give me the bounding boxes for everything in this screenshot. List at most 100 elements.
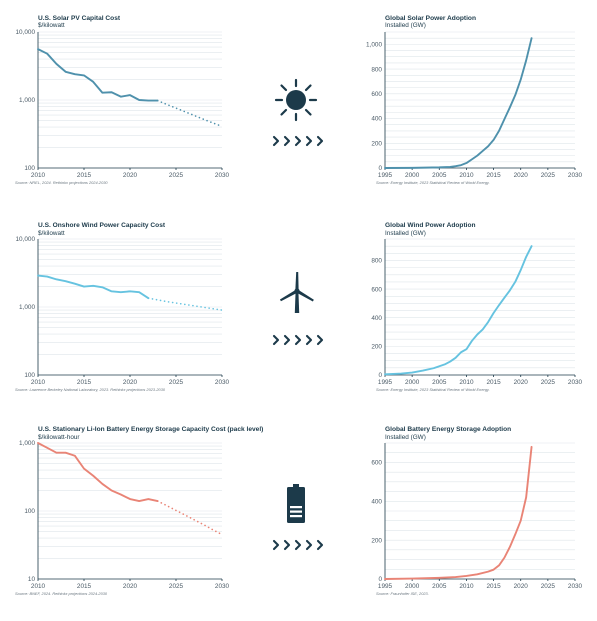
- chart-title: U.S. Onshore Wind Power Capacity Cost: [38, 222, 166, 229]
- x-tick-label: 2015: [486, 172, 501, 179]
- source-note: Source: BNEF, 2024. Rethinkx projections…: [15, 591, 108, 596]
- x-tick-label: 2010: [31, 172, 46, 179]
- y-tick-label: 600: [371, 460, 382, 467]
- y-tick-label: 100: [24, 165, 35, 172]
- wind-adoption-chart: 0 200 400 600 800 1995 2000 2005 2010 2015 2020 202…: [371, 222, 582, 392]
- x-tick-label: 2020: [123, 379, 138, 386]
- y-axis-label: Installed (GW): [385, 230, 426, 237]
- y-tick-label: 100: [24, 508, 35, 515]
- x-tick-label: 2005: [432, 583, 447, 590]
- y-axis-label: Installed (GW): [385, 22, 426, 29]
- y-tick-label: 200: [371, 140, 382, 147]
- x-tick-label: 2030: [215, 379, 230, 386]
- x-tick-label: 2030: [215, 172, 230, 179]
- x-tick-label: 2015: [77, 172, 92, 179]
- wind-cost-chart: 100 1,000 10,000 2010 2015 2020 2025 2030 U.S. O…: [15, 222, 230, 392]
- source-note: Source: Energy Institute, 2023 Statistic…: [376, 387, 490, 392]
- x-tick-label: 2015: [77, 583, 92, 590]
- x-tick-label: 2030: [568, 583, 583, 590]
- y-tick-label: 1,000: [366, 42, 382, 49]
- data-line: [384, 37, 533, 169]
- source-note: Source: Energy Institute, 2023 Statistic…: [376, 180, 490, 185]
- chart-title: U.S. Solar PV Capital Cost: [38, 15, 121, 22]
- x-tick-label: 1995: [378, 172, 393, 179]
- x-tick-label: 2030: [568, 172, 583, 179]
- x-tick-label: 2010: [459, 172, 474, 179]
- chevron-arrows-icon: [272, 334, 324, 346]
- y-tick-label: 0: [378, 165, 382, 172]
- y-axis-label: $/kilowatt: [38, 22, 65, 29]
- y-tick-label: 600: [371, 286, 382, 293]
- y-tick-label: 400: [371, 116, 382, 123]
- data-line: [384, 245, 533, 376]
- x-tick-label: 2025: [541, 583, 556, 590]
- y-tick-label: 1,000: [19, 97, 35, 104]
- x-tick-label: 2000: [405, 172, 420, 179]
- y-tick-label: 400: [371, 315, 382, 322]
- x-tick-label: 2020: [123, 172, 138, 179]
- x-tick-label: 2000: [405, 583, 420, 590]
- x-tick-label: 2015: [77, 379, 92, 386]
- y-tick-label: 800: [371, 258, 382, 265]
- projection-line: [156, 500, 223, 536]
- y-tick-label: 1,000: [19, 304, 35, 311]
- x-tick-label: 2010: [31, 583, 46, 590]
- chart-title: U.S. Stationary Li-Ion Battery Energy St…: [38, 426, 263, 433]
- x-tick-label: 2025: [541, 172, 556, 179]
- y-tick-label: 200: [371, 537, 382, 544]
- x-tick-label: 2010: [459, 379, 474, 386]
- projection-line: [156, 99, 223, 128]
- y-tick-label: 400: [371, 498, 382, 505]
- x-tick-label: 2025: [169, 583, 184, 590]
- x-tick-label: 1995: [378, 583, 393, 590]
- source-note: Source: Lawrence Berkeley National Labor…: [15, 387, 166, 392]
- chart-title: Global Battery Energy Storage Adoption: [385, 426, 511, 433]
- x-tick-label: 2005: [432, 379, 447, 386]
- x-tick-label: 2010: [459, 583, 474, 590]
- x-tick-label: 2025: [169, 379, 184, 386]
- y-tick-label: 0: [378, 576, 382, 583]
- x-tick-label: 2030: [215, 583, 230, 590]
- source-note: Source: Fraunhofer ISE, 2023.: [376, 591, 429, 596]
- x-tick-label: 2025: [541, 379, 556, 386]
- y-axis-label: $/kilowatt: [38, 230, 65, 237]
- x-tick-label: 2030: [568, 379, 583, 386]
- battery-icon: [287, 484, 305, 523]
- y-tick-label: 10,000: [15, 236, 35, 243]
- source-note: Source: NREL, 2024. Rethinkx projections…: [15, 180, 108, 185]
- sun-icon: [274, 78, 318, 122]
- y-axis-label: $/kilowatt-hour: [38, 434, 80, 441]
- x-tick-label: 2005: [432, 172, 447, 179]
- x-tick-label: 2015: [486, 379, 501, 386]
- data-line: [37, 274, 150, 300]
- y-tick-label: 600: [371, 91, 382, 98]
- y-tick-label: 0: [378, 372, 382, 379]
- x-tick-label: 2015: [486, 583, 501, 590]
- y-tick-label: 200: [371, 344, 382, 351]
- chevron-arrows-icon: [272, 539, 324, 551]
- x-tick-label: 2025: [169, 172, 184, 179]
- x-tick-label: 2020: [514, 172, 529, 179]
- x-tick-label: 2020: [514, 583, 529, 590]
- data-line: [384, 445, 533, 580]
- battery-cost-chart: 10 100 1,000 2010 2015 2020 2025 2030 U.S. Stati…: [15, 426, 263, 596]
- x-tick-label: 2020: [123, 583, 138, 590]
- y-axis-label: Installed (GW): [385, 434, 426, 441]
- solar-adoption-chart: 0 200 400 600 800 1,000 1995 2000 2005 2010 2015 20…: [366, 15, 583, 185]
- chevron-arrows-icon: [272, 135, 324, 147]
- y-tick-label: 10: [28, 576, 36, 583]
- x-tick-label: 1995: [378, 379, 393, 386]
- data-line: [37, 442, 159, 503]
- wind-turbine-icon: [279, 272, 314, 313]
- projection-line: [147, 297, 223, 311]
- x-tick-label: 2000: [405, 379, 420, 386]
- solar-cost-chart: 100 1,000 10,000 2010 2015 2020 2025 2030 U.S. S…: [15, 15, 230, 185]
- chart-title: Global Wind Power Adoption: [385, 222, 476, 229]
- chart-title: Global Solar Power Adoption: [385, 15, 476, 22]
- x-tick-label: 2020: [514, 379, 529, 386]
- y-tick-label: 10,000: [15, 29, 35, 36]
- battery-adoption-chart: 0 200 400 600 1995 2000 2005 2010 2015 2020 2025 20…: [371, 426, 582, 596]
- data-line: [37, 48, 159, 102]
- y-tick-label: 100: [24, 372, 35, 379]
